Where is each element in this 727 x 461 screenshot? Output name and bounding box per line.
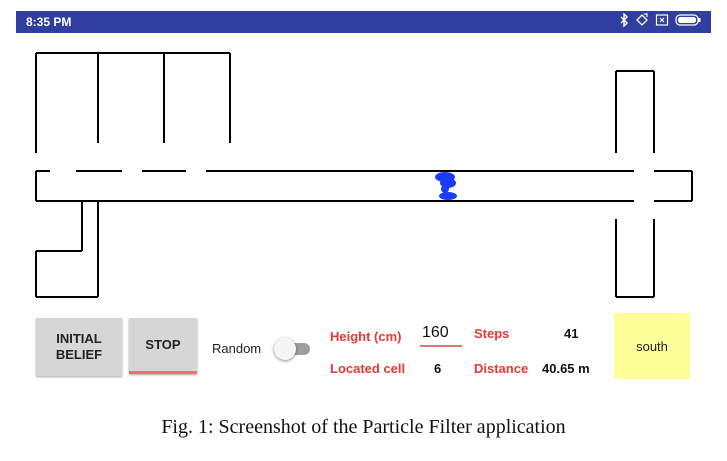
bluetooth-icon xyxy=(619,11,629,32)
height-label: Height (cm) xyxy=(330,329,402,344)
steps-value: 41 xyxy=(564,326,579,341)
stop-button[interactable]: STOP xyxy=(129,318,197,374)
direction-value: south xyxy=(636,338,668,354)
distance-value: 40.65 m xyxy=(542,361,590,376)
located-cell-label: Located cell xyxy=(330,361,406,376)
steps-label: Steps xyxy=(474,326,510,341)
sim-icon xyxy=(655,13,669,32)
status-time: 8:35 PM xyxy=(26,15,72,29)
battery-icon xyxy=(675,13,701,31)
rotate-icon xyxy=(635,12,649,32)
control-panel: INITIAL BELIEF STOP Random Height (cm) L… xyxy=(16,313,711,391)
initial-belief-button[interactable]: INITIAL BELIEF xyxy=(36,318,122,376)
direction-display: south xyxy=(614,313,690,379)
initial-belief-label-line2: BELIEF xyxy=(55,347,103,362)
random-toggle[interactable] xyxy=(274,338,314,360)
distance-label: Distance xyxy=(474,361,529,376)
toggle-thumb xyxy=(274,338,296,360)
initial-belief-label-line1: INITIAL xyxy=(56,331,102,346)
status-bar: 8:35 PM xyxy=(16,11,711,33)
app-screen: INITIAL BELIEF STOP Random Height (cm) L… xyxy=(16,33,711,391)
particle-cluster xyxy=(435,172,457,200)
floor-map[interactable] xyxy=(34,51,694,315)
status-icons xyxy=(619,11,701,32)
located-cell-value: 6 xyxy=(434,361,442,376)
height-input[interactable] xyxy=(420,321,462,347)
random-label: Random xyxy=(212,341,262,356)
figure-caption: Fig. 1: Screenshot of the Particle Filte… xyxy=(161,416,566,438)
